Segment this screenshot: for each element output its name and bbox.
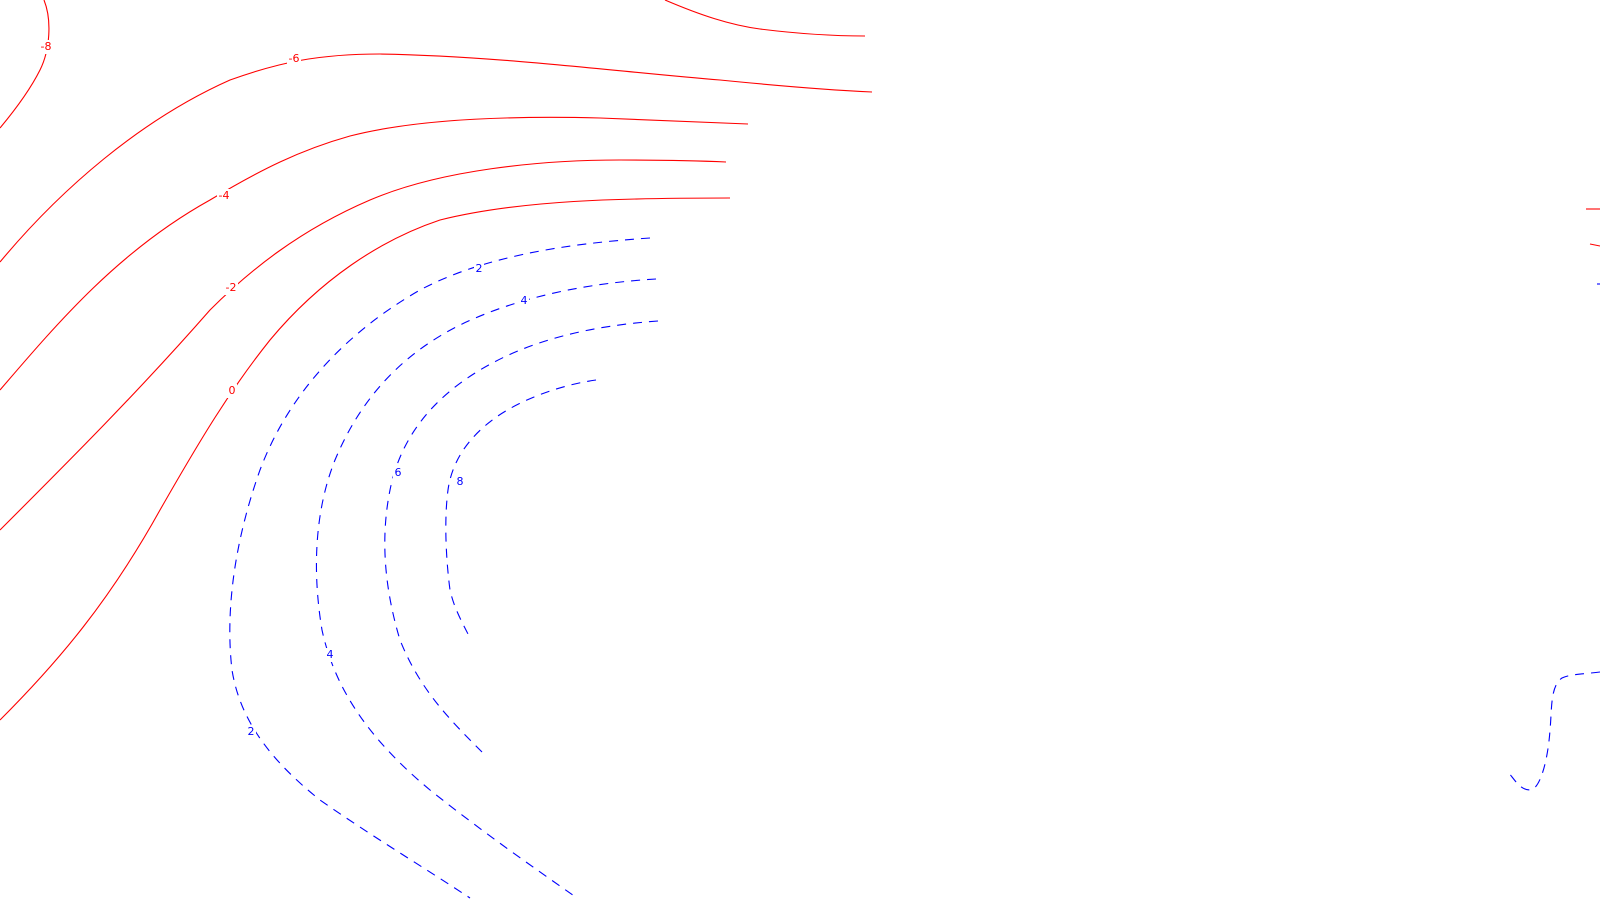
contour-line-neg6-upper bbox=[664, 0, 866, 37]
contour-line-pos2 bbox=[229, 237, 651, 899]
svg-text:2: 2 bbox=[476, 262, 483, 275]
contour-line-zero bbox=[0, 197, 731, 721]
svg-text:0: 0 bbox=[229, 384, 236, 397]
svg-text:8: 8 bbox=[457, 475, 464, 488]
contour-labels: -8 -6 -4 -2 0 2 4 6 bbox=[40, 40, 529, 739]
contour-line-neg8 bbox=[0, 0, 50, 129]
contour-line-pos6 bbox=[384, 320, 659, 753]
svg-text:-8: -8 bbox=[41, 40, 52, 53]
contour-label-neg2: -2 bbox=[224, 281, 238, 295]
contour-label-pos4-bottom: 4 bbox=[325, 648, 335, 662]
contour-label-pos4-top: 4 bbox=[519, 294, 529, 308]
contour-label-neg8: -8 bbox=[40, 40, 52, 54]
contour-label-neg6: -6 bbox=[287, 52, 301, 66]
svg-text:4: 4 bbox=[521, 294, 528, 307]
contour-line-pos-right-lower bbox=[1507, 671, 1600, 791]
svg-text:-2: -2 bbox=[226, 281, 237, 294]
svg-text:-4: -4 bbox=[219, 189, 230, 202]
svg-text:2: 2 bbox=[248, 725, 255, 738]
contour-label-zero: 0 bbox=[227, 384, 237, 398]
contour-line-neg4 bbox=[0, 116, 749, 391]
contour-line-pos4 bbox=[315, 278, 657, 899]
svg-text:4: 4 bbox=[327, 648, 334, 661]
contour-label-pos2-top: 2 bbox=[474, 262, 484, 276]
contour-stub-right-lower bbox=[1589, 243, 1600, 247]
svg-text:-6: -6 bbox=[289, 52, 300, 65]
positive-contours bbox=[229, 237, 1600, 899]
contour-label-pos2-bottom: 2 bbox=[246, 725, 256, 739]
contour-line-pos8 bbox=[445, 379, 597, 635]
negative-contours bbox=[0, 0, 1600, 721]
contour-label-neg4: -4 bbox=[217, 189, 231, 203]
contour-line-neg2 bbox=[0, 159, 727, 531]
svg-text:6: 6 bbox=[395, 466, 402, 479]
contour-line-neg6 bbox=[0, 53, 873, 263]
contour-label-pos6: 6 bbox=[393, 466, 403, 480]
contour-label-pos8: 8 bbox=[455, 475, 465, 489]
